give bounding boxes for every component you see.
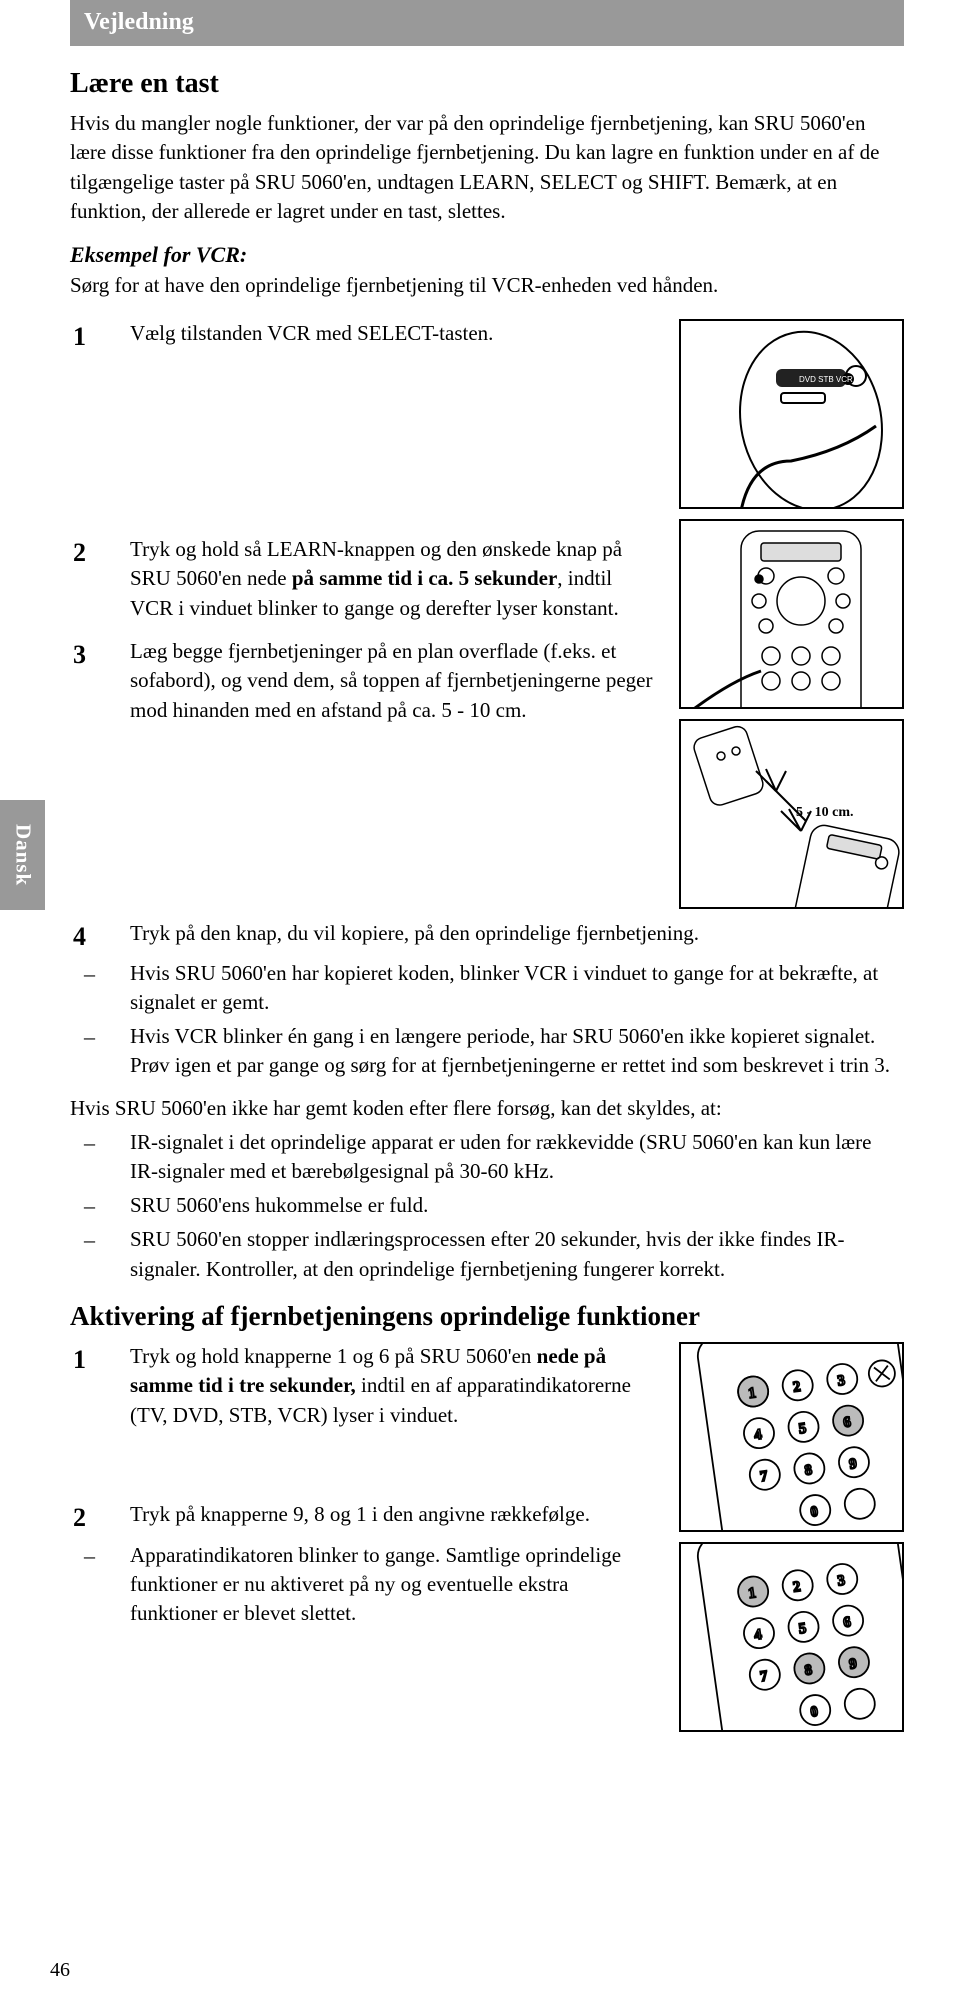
step3-text: Læg begge fjernbetjeninger på en plan ov… — [130, 637, 669, 725]
svg-text:4: 4 — [753, 1627, 763, 1644]
svg-text:3: 3 — [836, 1573, 846, 1590]
dash-marker: – — [70, 959, 130, 990]
header-bar: Vejledning — [70, 0, 904, 46]
step2-text: Tryk og hold så LEARN-knappen og den øns… — [130, 535, 669, 623]
svg-text:DVD STB VCR: DVD STB VCR — [799, 375, 853, 384]
language-tab-label: Dansk — [11, 824, 35, 886]
figure-column-1: DVD STB VCR — [679, 319, 904, 919]
section1-intro: Hvis du mangler nogle funktioner, der va… — [70, 109, 904, 227]
figure-step3: 5 - 10 cm. — [679, 719, 904, 909]
dash-marker: – — [70, 1191, 130, 1222]
header-title: Vejledning — [84, 9, 194, 35]
step-number: 2 — [70, 535, 130, 571]
dash-b-0: IR-signalet i det oprindelige apparat er… — [130, 1128, 904, 1187]
figure-column-2: 1 2 3 4 5 6 7 8 9 0 1 — [679, 1342, 904, 1742]
svg-text:2: 2 — [792, 1579, 802, 1596]
svg-text:0: 0 — [809, 1504, 819, 1521]
figure-step1: DVD STB VCR — [679, 319, 904, 509]
figure-s2-step2: 1 2 3 4 5 6 7 8 9 0 — [679, 1542, 904, 1732]
svg-text:9: 9 — [848, 1456, 858, 1473]
s2-step1-pre: Tryk og hold knapperne 1 og 6 på SRU 506… — [130, 1344, 537, 1368]
svg-text:6: 6 — [842, 1614, 852, 1631]
after-text: Hvis SRU 5060'en ikke har gemt koden eft… — [70, 1094, 904, 1123]
section1-heading: Lære en tast — [70, 64, 904, 103]
step-number: 1 — [70, 319, 130, 355]
step4-text: Tryk på den knap, du vil kopiere, på den… — [130, 919, 904, 948]
figure-step2 — [679, 519, 904, 709]
dash-marker: – — [70, 1128, 130, 1159]
svg-text:0: 0 — [809, 1704, 819, 1721]
svg-text:4: 4 — [753, 1427, 763, 1444]
svg-text:5 - 10 cm.: 5 - 10 cm. — [796, 805, 854, 820]
svg-text:3: 3 — [836, 1373, 846, 1390]
step-number: 1 — [70, 1342, 130, 1378]
dash-a-1: Hvis VCR blinker én gang i en længere pe… — [130, 1022, 904, 1081]
svg-text:7: 7 — [759, 1668, 769, 1685]
dash-marker: – — [70, 1541, 130, 1572]
step-number: 2 — [70, 1500, 130, 1536]
svg-text:5: 5 — [798, 1421, 808, 1438]
dash-marker: – — [70, 1225, 130, 1256]
language-tab: Dansk — [0, 800, 45, 910]
step2-bold: på samme tid i ca. 5 sekunder — [292, 566, 557, 590]
svg-text:8: 8 — [804, 1462, 814, 1479]
step1-text: Vælg tilstanden VCR med SELECT-tasten. — [130, 319, 669, 348]
example-text: Sørg for at have den oprindelige fjernbe… — [70, 271, 904, 300]
step-number: 3 — [70, 637, 130, 673]
s2-dash-0: Apparatindikatoren blinker to gange. Sam… — [130, 1541, 669, 1629]
figure-s2-step1: 1 2 3 4 5 6 7 8 9 0 1 — [679, 1342, 904, 1532]
svg-text:2: 2 — [792, 1379, 802, 1396]
svg-text:5: 5 — [798, 1621, 808, 1638]
dash-a-0: Hvis SRU 5060'en har kopieret koden, bli… — [130, 959, 904, 1018]
step-number: 4 — [70, 919, 130, 955]
example-label: Eksempel for VCR: — [70, 240, 904, 271]
dash-b-2: SRU 5060'en stopper indlæringsprocessen … — [130, 1225, 904, 1284]
page-number: 46 — [50, 1956, 70, 1984]
dash-marker: – — [70, 1022, 130, 1053]
section2-heading: Aktivering af fjernbetjeningens oprindel… — [70, 1298, 904, 1336]
s2-step2-text: Tryk på knapperne 9, 8 og 1 i den angivn… — [130, 1500, 669, 1529]
dash-b-1: SRU 5060'ens hukommelse er fuld. — [130, 1191, 904, 1220]
svg-text:7: 7 — [759, 1468, 769, 1485]
s2-step1-text: Tryk og hold knapperne 1 og 6 på SRU 506… — [130, 1342, 669, 1430]
